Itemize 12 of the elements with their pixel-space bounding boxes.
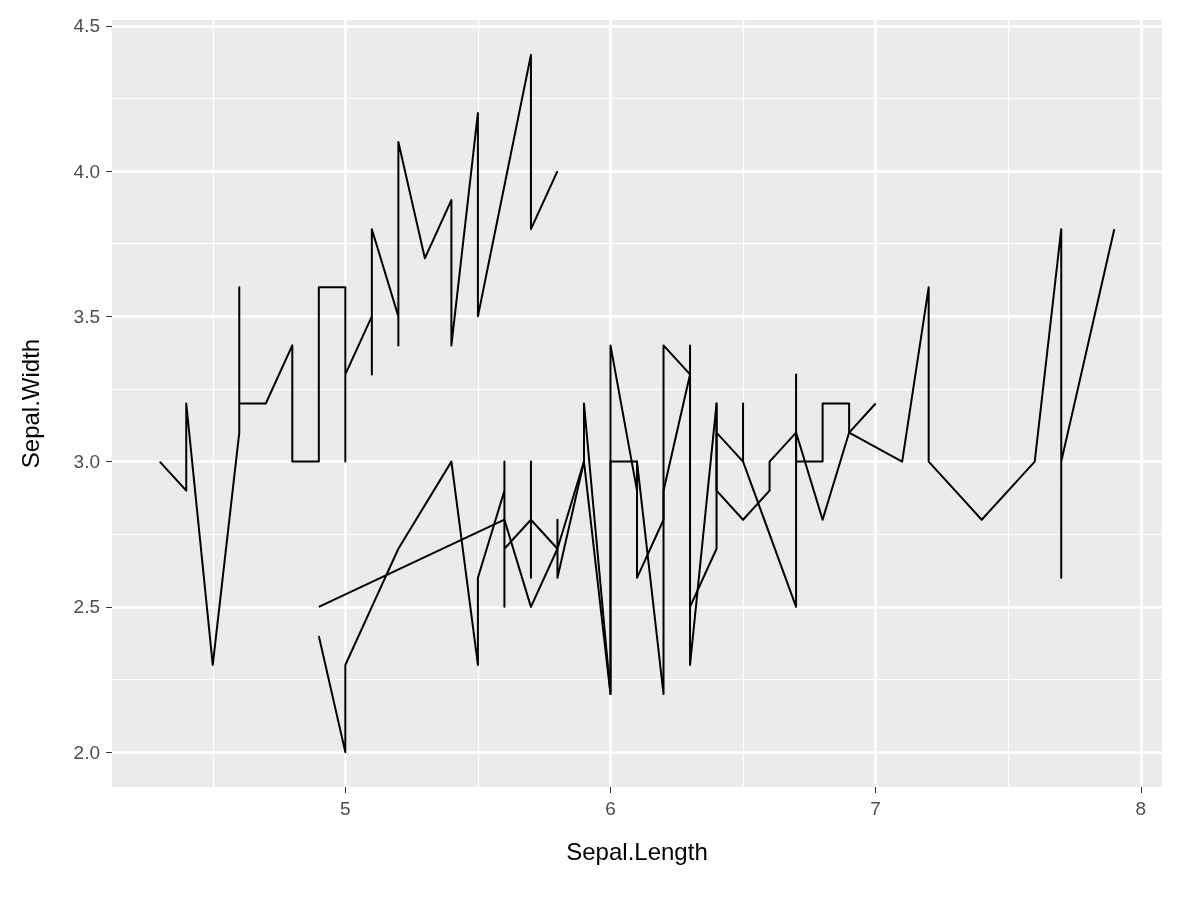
y-tick-label: 2.5 — [73, 596, 100, 618]
y-tick-label: 4.5 — [73, 15, 100, 37]
x-tick-label: 6 — [605, 798, 616, 819]
x-tick-label: 5 — [340, 798, 351, 819]
y-axis-title: Sepal.Width — [16, 338, 44, 469]
x-tick-label: 8 — [1135, 798, 1147, 819]
x-axis-title: Sepal.Length — [566, 837, 708, 865]
y-tick-label: 3.0 — [73, 451, 100, 473]
y-tick-label: 4.0 — [73, 160, 100, 182]
y-tick-label: 3.5 — [73, 305, 100, 327]
x-tick-label: 7 — [870, 798, 881, 819]
y-tick-label: 2.0 — [73, 741, 100, 763]
